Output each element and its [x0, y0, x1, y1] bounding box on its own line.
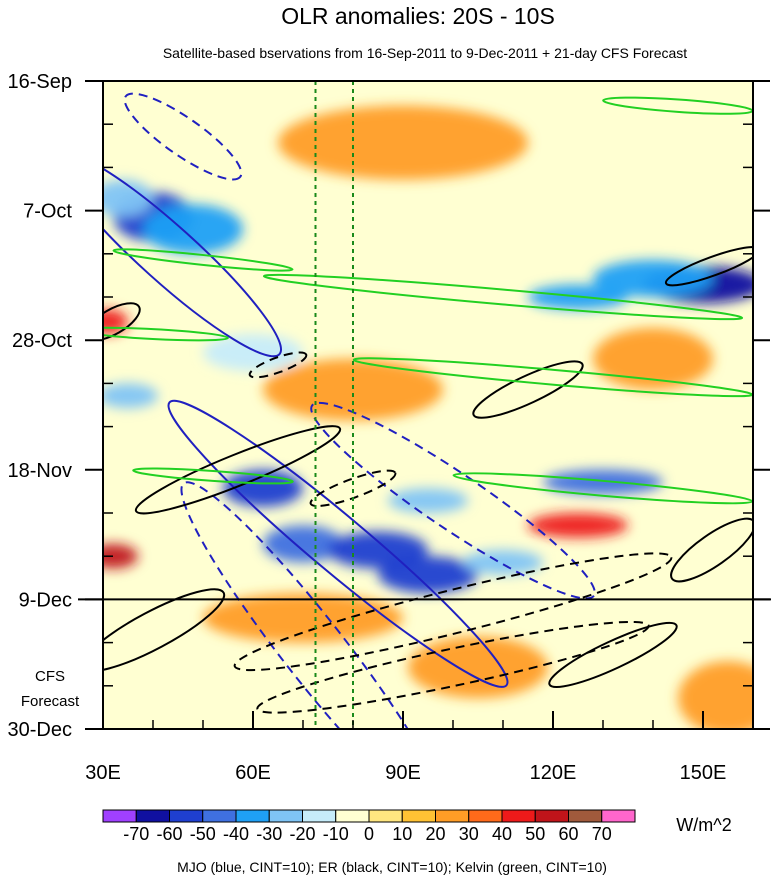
x-tick-label: 120E	[530, 762, 577, 784]
anomaly-blob	[678, 661, 753, 729]
x-tick-label: 150E	[680, 762, 727, 784]
mjo-contour	[103, 150, 283, 358]
colorbar-swatch	[501, 809, 536, 823]
colorbar-label: 70	[592, 824, 612, 844]
colorbar-label: -60	[156, 824, 182, 844]
er-contour	[309, 469, 397, 507]
anomaly-blob	[103, 543, 138, 569]
colorbar-label: 20	[425, 824, 445, 844]
y-tick-label: 18-Nov	[8, 460, 72, 482]
anomaly-blob	[378, 556, 478, 594]
anomaly-blob	[103, 179, 153, 217]
y-tick-label: 9-Dec	[19, 589, 72, 611]
anomaly-blob	[203, 593, 403, 643]
colorbar-label: 30	[459, 824, 479, 844]
reference-longitudes	[314, 81, 354, 729]
colorbar-swatch	[534, 809, 569, 823]
anomaly-blob	[388, 488, 468, 513]
er-contour	[664, 245, 753, 287]
colorbar-swatch	[435, 809, 470, 823]
anomaly-blob	[408, 636, 548, 699]
plot-area: 16-Sep 7-Oct 28-Oct 18-Nov 9-Dec 30-Dec 30E 60E…	[8, 71, 771, 784]
colorbar-label: -70	[123, 824, 149, 844]
colorbar-swatch	[401, 809, 436, 823]
x-tick-label: 90E	[385, 762, 421, 784]
colorbar-swatch	[268, 809, 303, 823]
colorbar-swatch	[135, 809, 170, 823]
colorbar-unit: W/m^2	[676, 815, 731, 835]
kelvin-contour	[262, 273, 744, 321]
anomaly-blob	[463, 550, 543, 575]
anomaly-blob	[103, 383, 158, 409]
colorbar-label: 0	[364, 824, 374, 844]
plot-frame	[102, 80, 754, 730]
colorbar-label: -40	[223, 824, 249, 844]
mjo-contour	[310, 401, 596, 600]
er-contour	[103, 302, 141, 342]
er-contour	[472, 360, 584, 419]
er-contour	[134, 425, 342, 515]
colorbar: -70 -60 -50 -40 -30 -20 -10 0 10 20 30 40 50 60 70	[102, 809, 636, 844]
anomaly-blob	[263, 358, 443, 421]
kelvin-contour	[112, 248, 294, 272]
y-tick-label: 7-Oct	[23, 201, 72, 223]
colorbar-swatch	[235, 809, 270, 823]
anomaly-blob	[593, 327, 713, 390]
x-tick-label: 30E	[85, 762, 121, 784]
anomaly-blob	[543, 469, 663, 495]
colorbar-swatch	[202, 809, 237, 823]
mjo-contour	[167, 399, 509, 688]
er-contour	[233, 552, 673, 672]
colorbar-label: 50	[525, 824, 545, 844]
anomaly-blob	[528, 513, 628, 538]
y-tick-label: 16-Sep	[8, 71, 73, 93]
colorbar-label: -30	[256, 824, 282, 844]
er-contour	[248, 351, 308, 379]
anomaly-blob	[263, 525, 343, 563]
x-tick-label: 60E	[235, 762, 271, 784]
kelvin-contour	[132, 467, 294, 485]
forecast-label-line2: Forecast	[21, 693, 80, 710]
wave-contours	[103, 92, 753, 729]
mjo-contour	[180, 481, 446, 729]
colorbar-swatch	[302, 809, 337, 823]
anomaly-blob	[143, 204, 243, 254]
anomaly-blob	[203, 334, 303, 372]
colorbar-label: -10	[323, 824, 349, 844]
y-tick-label: 28-Oct	[12, 330, 72, 352]
chart-title: OLR anomalies: 20S - 10S	[281, 3, 555, 29]
colorbar-label: -20	[289, 824, 315, 844]
colorbar-swatch	[368, 809, 403, 823]
er-contour	[670, 517, 753, 583]
axis-ticks: 16-Sep 7-Oct 28-Oct 18-Nov 9-Dec 30-Dec 30E 60E…	[8, 71, 770, 784]
colorbar-swatch	[169, 809, 204, 823]
colorbar-swatch	[601, 809, 636, 823]
colorbar-label: -50	[190, 824, 216, 844]
er-contour	[103, 588, 226, 673]
colorbar-swatch	[335, 809, 370, 823]
colorbar-label: 40	[492, 824, 512, 844]
colorbar-label: 60	[558, 824, 578, 844]
mjo-contour	[123, 92, 243, 181]
colorbar-label: 10	[392, 824, 412, 844]
legend-text: MJO (blue, CINT=10); ER (black, CINT=10)…	[177, 859, 607, 875]
colorbar-swatch	[568, 809, 603, 823]
y-tick-label: 30-Dec	[8, 719, 72, 741]
anomaly-blob	[278, 105, 528, 180]
forecast-label-line1: CFS	[35, 668, 65, 685]
colorbar-swatch	[102, 809, 137, 823]
kelvin-contour	[103, 326, 229, 342]
chart-subtitle: Satellite-based bservations from 16-Sep-…	[163, 45, 687, 61]
er-contour	[548, 621, 678, 688]
colorbar-swatch	[468, 809, 503, 823]
